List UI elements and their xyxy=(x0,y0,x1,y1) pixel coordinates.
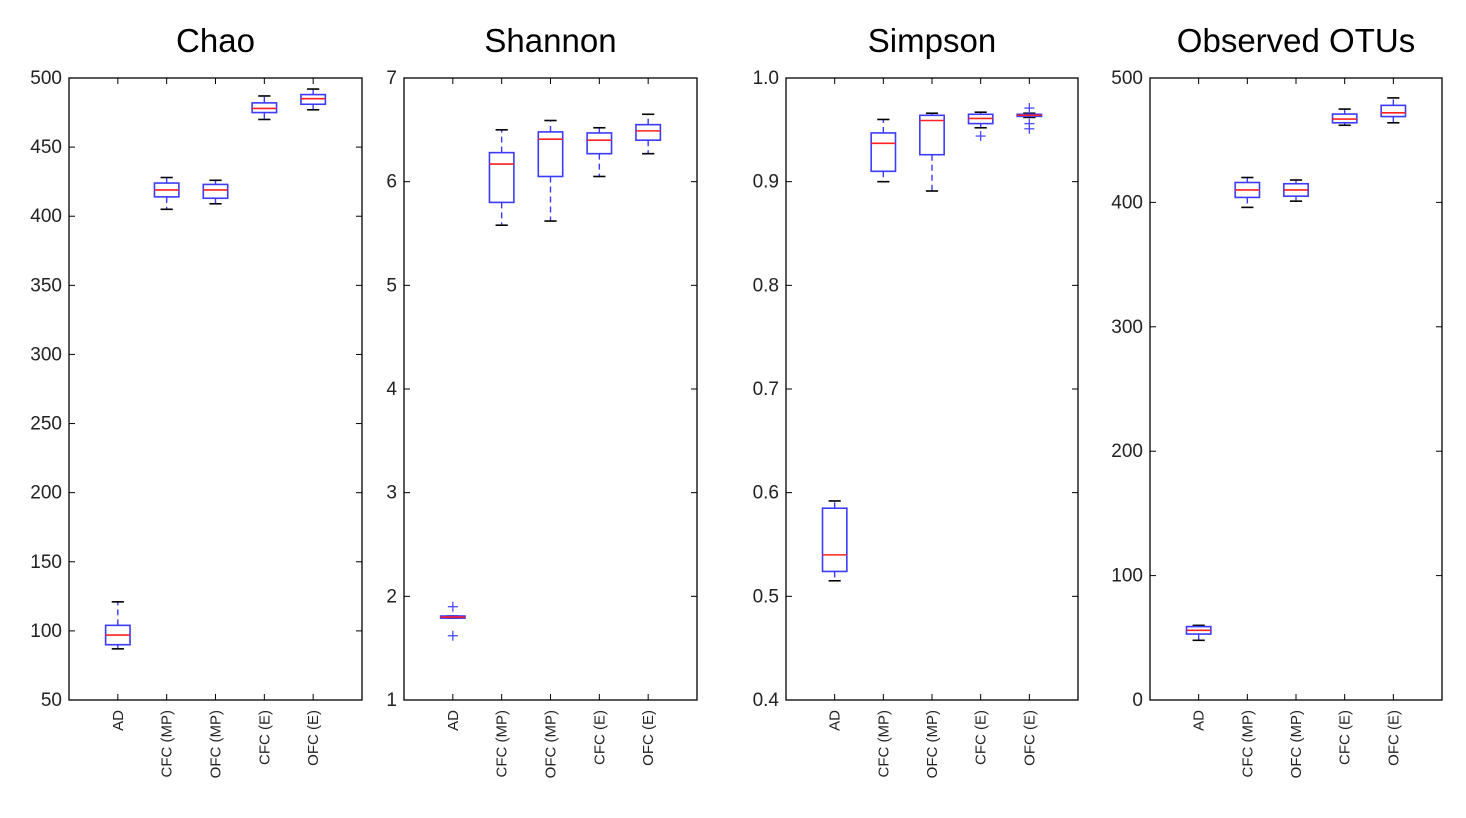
x-tick-label: OFC (MP) xyxy=(924,710,941,778)
x-tick-label: CFC (E) xyxy=(591,710,608,765)
box-1 xyxy=(104,601,131,650)
y-tick-label: 300 xyxy=(30,344,62,365)
y-tick-label: 200 xyxy=(30,483,62,504)
x-tick-label: CFC (E) xyxy=(256,710,273,765)
y-tick-label: 6 xyxy=(386,172,397,193)
x-tick-label: AD xyxy=(110,710,127,731)
x-tick-label: AD xyxy=(827,710,844,731)
box-1 xyxy=(439,601,466,641)
x-tick-label: CFC (MP) xyxy=(494,710,511,778)
y-tick-label: 3 xyxy=(386,483,397,504)
y-tick-label: 300 xyxy=(1111,317,1143,338)
x-tick-label: OFC (MP) xyxy=(543,710,560,778)
iqr-box xyxy=(1380,104,1407,118)
y-tick-label: 200 xyxy=(1111,441,1143,462)
chart-panel-2: Shannon 1 2 3 4 5 6 7 AD CFC (MP) OFC (MP) CFC (E) O… xyxy=(386,22,698,778)
plot-frame xyxy=(1149,77,1443,701)
box-3 xyxy=(919,112,945,192)
x-tick-label: CFC (E) xyxy=(973,710,990,765)
y-tick-label: 50 xyxy=(41,690,62,711)
x-tick-label: CFC (MP) xyxy=(159,710,176,778)
y-tick-label: 350 xyxy=(30,275,62,296)
x-tick-label: AD xyxy=(445,710,462,731)
box-1 xyxy=(821,500,848,582)
chart-title: Shannon xyxy=(484,22,616,59)
y-tick-label: 0 xyxy=(1132,690,1143,711)
box-3 xyxy=(1283,179,1309,202)
x-tick-label: CFC (MP) xyxy=(875,710,892,778)
chart-title: Observed OTUs xyxy=(1177,22,1415,59)
chart-panel-4: Observed OTUs 0 100 200 300 400 500 AD CFC (MP) O… xyxy=(1111,22,1443,778)
y-tick-label: 0.6 xyxy=(753,483,779,504)
y-tick-label: 450 xyxy=(30,137,62,158)
outlier-point xyxy=(447,630,458,641)
box-4 xyxy=(967,111,994,142)
y-tick-label: 500 xyxy=(1111,68,1143,89)
y-tick-label: 1 xyxy=(386,690,397,711)
y-tick-label: 100 xyxy=(30,621,62,642)
x-tick-label: OFC (E) xyxy=(1021,710,1038,766)
iqr-box xyxy=(586,132,613,155)
chart-title: Chao xyxy=(176,22,255,59)
y-tick-label: 0.7 xyxy=(753,379,779,400)
chart-panel-1: Chao 50 100 150 200 250 300 350 400 450 500 AD CFC (… xyxy=(30,22,363,778)
iqr-box xyxy=(202,183,229,200)
x-tick-label: OFC (E) xyxy=(305,710,322,766)
y-tick-label: 0.5 xyxy=(753,586,779,607)
box-2 xyxy=(153,176,180,211)
outlier-point xyxy=(1024,103,1035,114)
y-tick-label: 0.4 xyxy=(753,690,780,711)
iqr-box xyxy=(870,132,897,173)
x-tick-label: OFC (MP) xyxy=(1288,710,1305,778)
box-3 xyxy=(537,119,564,222)
box-5 xyxy=(300,88,327,111)
x-tick-label: OFC (MP) xyxy=(208,710,225,778)
x-tick-label: OFC (E) xyxy=(640,710,657,766)
y-tick-label: 500 xyxy=(30,68,62,89)
iqr-box xyxy=(821,507,848,573)
box-3 xyxy=(202,179,229,205)
box-4 xyxy=(586,126,613,178)
box-5 xyxy=(1380,97,1407,124)
box-1 xyxy=(1185,624,1212,642)
outlier-point xyxy=(447,601,458,612)
y-tick-label: 1.0 xyxy=(753,68,779,89)
x-tick-label: AD xyxy=(1191,710,1208,731)
y-tick-label: 150 xyxy=(30,552,62,573)
box-4 xyxy=(251,95,278,121)
box-2 xyxy=(870,118,897,183)
x-tick-label: CFC (MP) xyxy=(1239,710,1256,778)
x-tick-label: CFC (E) xyxy=(1337,710,1354,765)
box-5 xyxy=(1016,103,1043,134)
chart-panel-3: Simpson 0.4 0.5 0.6 0.7 0.8 0.9 1.0 AD CFC (MP) OF… xyxy=(753,22,1079,778)
outlier-point xyxy=(975,131,986,142)
y-tick-label: 0.9 xyxy=(753,172,779,193)
plot-frame xyxy=(785,77,1079,701)
x-tick-label: OFC (E) xyxy=(1385,710,1402,766)
outlier-point xyxy=(1024,123,1035,134)
plot-frame xyxy=(68,77,363,701)
iqr-box xyxy=(537,131,564,178)
box-5 xyxy=(635,113,662,155)
y-tick-label: 2 xyxy=(386,586,397,607)
box-4 xyxy=(1331,108,1358,127)
y-tick-label: 400 xyxy=(1111,192,1143,213)
iqr-box xyxy=(919,114,945,156)
box-2 xyxy=(1234,176,1261,209)
iqr-box xyxy=(488,151,515,204)
y-tick-label: 4 xyxy=(386,379,397,400)
y-tick-label: 0.8 xyxy=(753,275,779,296)
y-tick-label: 250 xyxy=(30,414,62,435)
y-tick-label: 400 xyxy=(30,206,62,227)
y-tick-label: 100 xyxy=(1111,566,1143,587)
box-2 xyxy=(488,129,515,227)
y-tick-label: 7 xyxy=(386,68,397,89)
chart-title: Simpson xyxy=(868,22,996,59)
iqr-box xyxy=(635,123,662,142)
y-tick-label: 5 xyxy=(386,275,397,296)
